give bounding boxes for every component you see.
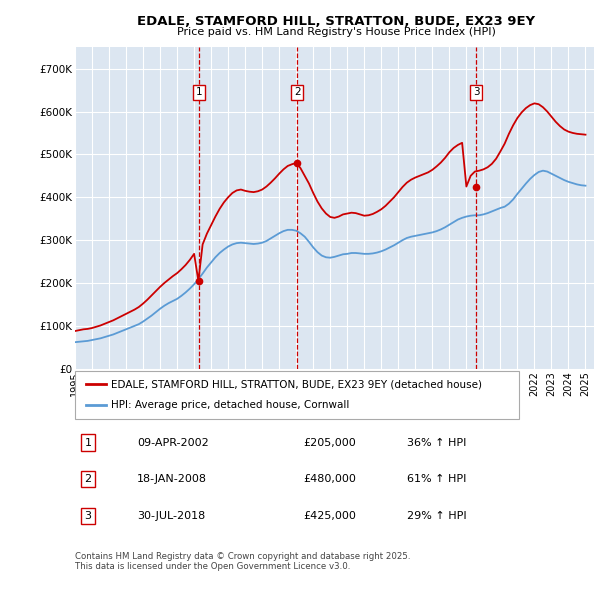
Text: 3: 3 (85, 511, 91, 521)
Text: £425,000: £425,000 (304, 511, 356, 521)
Text: 29% ↑ HPI: 29% ↑ HPI (407, 511, 467, 521)
Text: EDALE, STAMFORD HILL, STRATTON, BUDE, EX23 9EY (detached house): EDALE, STAMFORD HILL, STRATTON, BUDE, EX… (110, 379, 482, 389)
Text: 18-JAN-2008: 18-JAN-2008 (137, 474, 207, 484)
Text: 30-JUL-2018: 30-JUL-2018 (137, 511, 206, 521)
Text: Price paid vs. HM Land Registry's House Price Index (HPI): Price paid vs. HM Land Registry's House … (176, 27, 496, 37)
Text: 2: 2 (85, 474, 92, 484)
Text: 1: 1 (85, 438, 91, 448)
Text: 2: 2 (294, 87, 301, 97)
Text: £205,000: £205,000 (304, 438, 356, 448)
Text: £480,000: £480,000 (304, 474, 356, 484)
Text: Contains HM Land Registry data © Crown copyright and database right 2025.
This d: Contains HM Land Registry data © Crown c… (75, 552, 410, 571)
Text: EDALE, STAMFORD HILL, STRATTON, BUDE, EX23 9EY: EDALE, STAMFORD HILL, STRATTON, BUDE, EX… (137, 15, 535, 28)
Text: HPI: Average price, detached house, Cornwall: HPI: Average price, detached house, Corn… (110, 401, 349, 411)
Text: 61% ↑ HPI: 61% ↑ HPI (407, 474, 467, 484)
Text: 36% ↑ HPI: 36% ↑ HPI (407, 438, 467, 448)
Text: 3: 3 (473, 87, 479, 97)
Text: 09-APR-2002: 09-APR-2002 (137, 438, 209, 448)
Text: 1: 1 (196, 87, 202, 97)
